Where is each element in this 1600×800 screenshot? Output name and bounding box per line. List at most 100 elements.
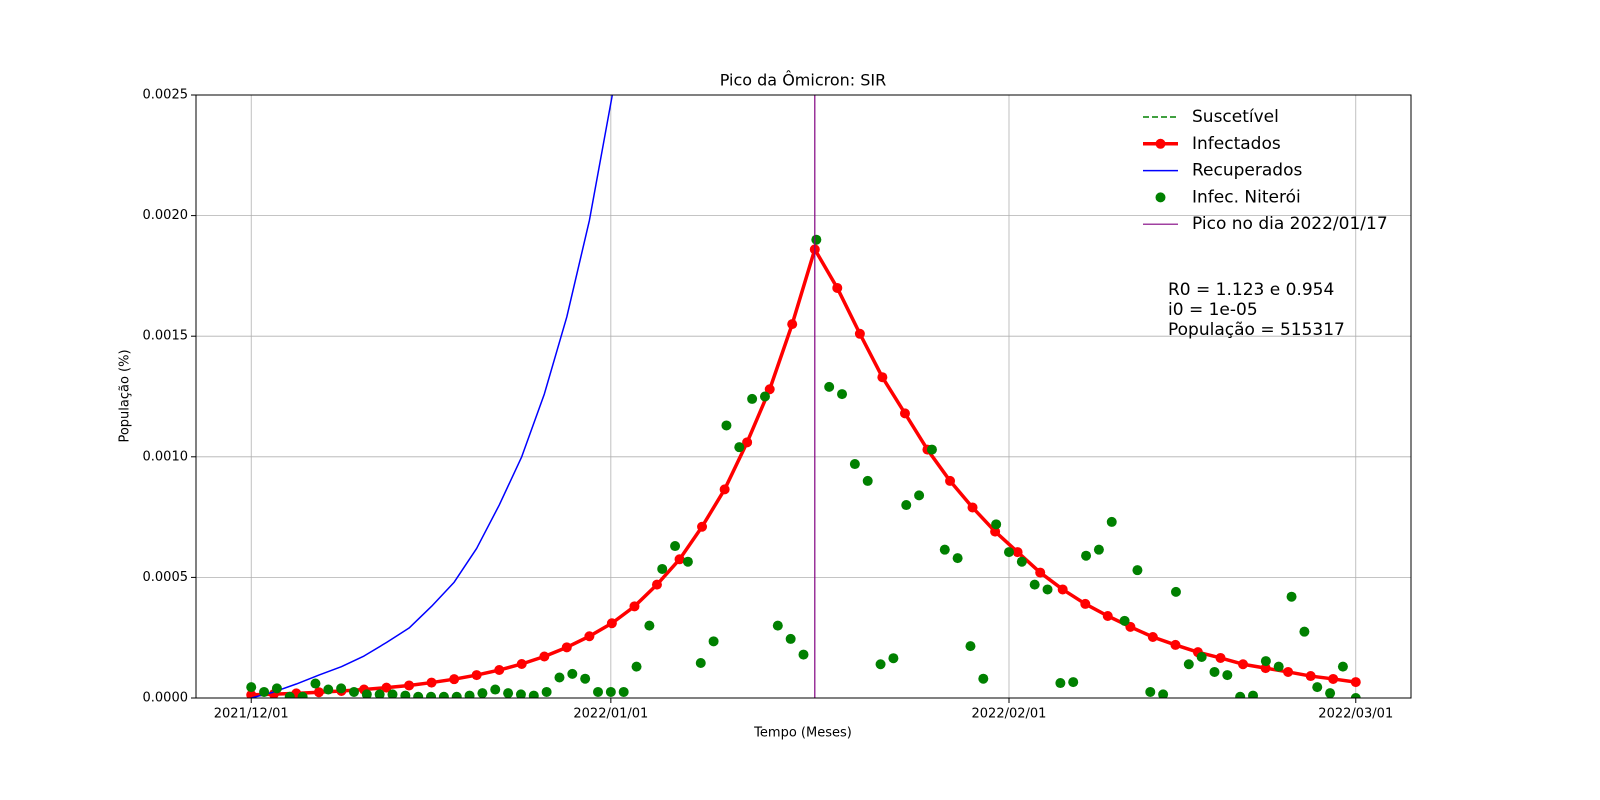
data-point	[1042, 584, 1053, 595]
data-point	[1350, 677, 1361, 688]
data-point	[1016, 556, 1027, 567]
data-point	[764, 384, 775, 395]
data-point	[914, 490, 925, 501]
x-tick-label: 2022/03/01	[1318, 707, 1393, 722]
data-point	[759, 391, 770, 402]
data-point	[1328, 673, 1339, 684]
data-point	[1035, 567, 1046, 578]
data-point	[651, 579, 662, 590]
series-line	[251, 95, 614, 698]
data-point	[991, 519, 1002, 530]
data-point	[1068, 677, 1079, 688]
data-point	[374, 689, 385, 698]
data-point	[945, 475, 956, 486]
y-tick-label: 0.0005	[143, 570, 189, 585]
data-point	[490, 684, 501, 695]
data-point	[1158, 689, 1169, 698]
legend-label: Infec. Niterói	[1192, 187, 1301, 207]
data-point	[503, 688, 514, 698]
y-axis-label: População (%)	[118, 349, 133, 442]
data-point	[811, 234, 822, 245]
data-point	[978, 673, 989, 684]
data-point	[336, 683, 347, 694]
data-point	[1283, 666, 1294, 677]
data-point	[1102, 610, 1113, 621]
data-point	[413, 691, 424, 698]
data-point	[471, 670, 482, 681]
data-point	[674, 554, 685, 565]
data-point	[1080, 598, 1091, 609]
data-point	[494, 665, 505, 676]
data-point	[1119, 615, 1130, 626]
data-point	[697, 521, 708, 532]
x-tick-label: 2022/02/01	[972, 707, 1047, 722]
data-point	[967, 502, 978, 513]
data-point	[554, 672, 565, 683]
data-point	[451, 691, 462, 698]
data-point	[939, 544, 950, 555]
data-point	[1093, 544, 1104, 555]
data-point	[567, 668, 578, 679]
legend-marker	[1155, 138, 1166, 149]
axes-frame	[195, 94, 1412, 699]
data-point	[1170, 586, 1181, 597]
data-point	[772, 620, 783, 631]
data-point	[747, 393, 758, 404]
legend: Suscetível Infectados Recuperados Infec. Ni…	[1143, 107, 1388, 234]
legend-label: Recuperados	[1192, 161, 1302, 181]
ticks: 2021/12/01 2022/01/01 2022/02/01 2022/03/01…	[143, 88, 1394, 722]
data-point	[1286, 591, 1297, 602]
data-point	[323, 684, 334, 695]
data-point	[584, 631, 595, 642]
data-point	[449, 674, 460, 685]
data-point	[1222, 670, 1233, 681]
y-tick-label: 0.0015	[143, 329, 189, 344]
data-point	[877, 372, 888, 383]
data-point	[854, 328, 865, 339]
data-point	[1147, 631, 1158, 642]
data-point	[606, 618, 617, 629]
data-point	[516, 658, 527, 669]
data-point	[246, 682, 257, 693]
data-point	[695, 658, 706, 669]
data-point	[387, 689, 398, 698]
data-point	[1337, 661, 1348, 672]
data-point	[438, 691, 449, 698]
data-point	[849, 459, 860, 470]
legend-label: Infectados	[1192, 134, 1281, 154]
data-point	[862, 475, 873, 486]
data-point	[561, 642, 572, 653]
data-point	[1145, 686, 1156, 697]
x-axis-label: Tempo (Meses)	[753, 726, 852, 741]
data-point	[284, 691, 295, 698]
data-point	[528, 690, 539, 698]
data-point	[785, 633, 796, 644]
annotation-line: i0 = 1e-05	[1168, 300, 1258, 320]
data-point	[348, 686, 359, 697]
y-tick-label: 0.0020	[143, 208, 189, 223]
legend-marker	[1155, 192, 1166, 203]
data-point	[1012, 547, 1023, 558]
data-point	[644, 620, 655, 631]
data-point	[259, 686, 270, 697]
data-point	[310, 678, 321, 689]
data-point	[1029, 579, 1040, 590]
annotation-line: R0 = 1.123 e 0.954	[1168, 280, 1334, 300]
data-point	[682, 556, 693, 567]
data-point	[400, 690, 411, 698]
y-tick-label: 0.0010	[143, 449, 189, 464]
data-point	[271, 683, 282, 694]
data-point	[593, 686, 604, 697]
data-point	[832, 282, 843, 293]
data-point	[1106, 516, 1117, 527]
data-point	[657, 563, 668, 574]
data-point	[426, 691, 437, 698]
y-tick-label: 0.0025	[143, 88, 189, 103]
data-point	[1132, 565, 1143, 576]
data-point	[837, 389, 848, 400]
chart-title: Pico da Ômicron: SIR	[720, 71, 887, 90]
data-point	[1003, 547, 1014, 558]
data-point	[708, 636, 719, 647]
